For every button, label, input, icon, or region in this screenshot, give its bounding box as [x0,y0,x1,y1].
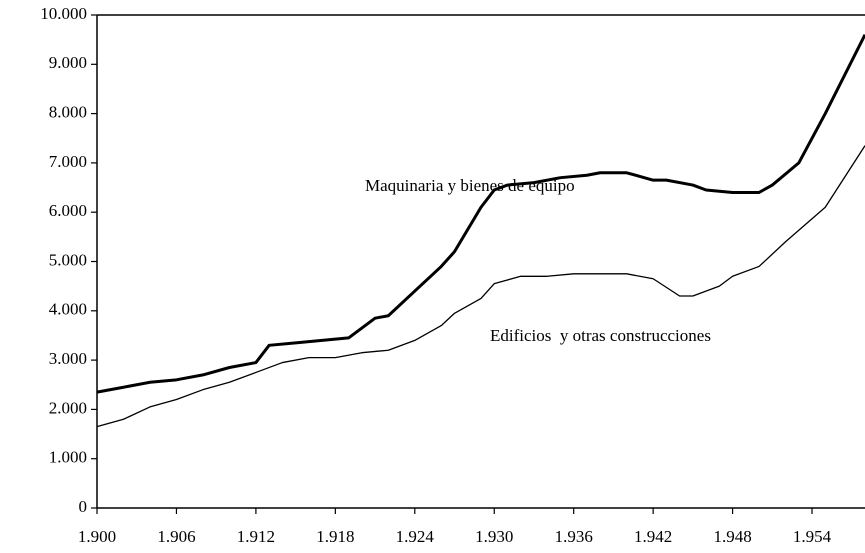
y-tick-label: 8.000 [49,103,87,122]
y-tick-label: 7.000 [49,152,87,171]
series-line [96,34,865,394]
y-tick-label: 6.000 [49,201,87,220]
x-tick-label: 1.942 [634,527,672,546]
x-tick-label: 1.936 [555,527,593,546]
series-label: Maquinaria y bienes de equipo [365,176,575,195]
y-tick-label: 5.000 [49,250,87,269]
y-tick-label: 1.000 [49,448,87,467]
series-line [96,145,865,428]
x-tick-label: 1.912 [237,527,275,546]
x-tick-label: 1.918 [316,527,354,546]
x-tick-label: 1.906 [157,527,195,546]
y-tick-label: 2.000 [49,398,87,417]
x-tick-label: 1.948 [713,527,751,546]
x-tick-label: 1.924 [396,527,435,546]
x-tick-label: 1.930 [475,527,513,546]
y-tick-label: 10.000 [40,4,87,23]
y-tick-label: 4.000 [49,300,87,319]
x-tick-label: 1.954 [793,527,832,546]
y-tick-label: 9.000 [49,53,87,72]
y-tick-label: 3.000 [49,349,87,368]
y-tick-label: 0 [79,497,88,516]
series-label: Edificios y otras construcciones [490,326,711,345]
x-tick-label: 1.900 [78,527,116,546]
